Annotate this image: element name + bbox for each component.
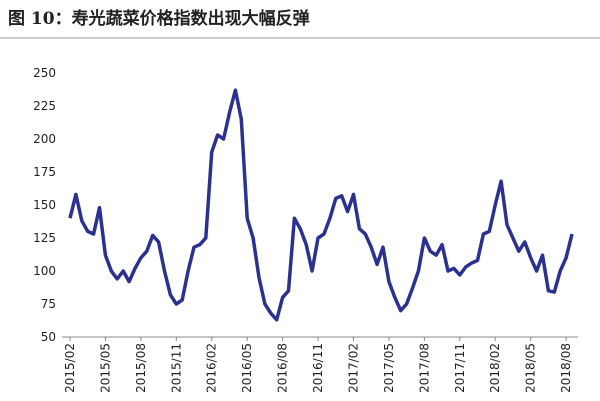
x-tick-label: 2017/05 (382, 343, 396, 393)
x-tick-label: 2015/11 (169, 343, 183, 393)
y-tick-label: 150 (33, 198, 56, 212)
y-tick-label: 250 (33, 66, 56, 80)
x-tick-label: 2016/11 (311, 343, 325, 393)
y-tick-label: 200 (33, 132, 56, 146)
x-tick-label: 2015/08 (134, 343, 148, 393)
x-tick-label: 2015/02 (63, 343, 77, 393)
x-tick-label: 2017/11 (453, 343, 467, 393)
x-tick-label: 2016/08 (276, 343, 290, 393)
y-tick-label: 50 (41, 330, 56, 344)
x-tick-label: 2017/02 (346, 343, 360, 393)
series-line (68, 88, 574, 322)
x-tick-label: 2018/08 (559, 343, 573, 393)
x-tick-label: 2017/08 (417, 343, 431, 393)
x-tick-label: 2015/05 (98, 343, 112, 393)
y-tick-label: 100 (33, 264, 56, 278)
y-tick-label: 125 (33, 231, 56, 245)
y-tick-label: 75 (41, 297, 56, 311)
x-tick-label: 2016/02 (205, 343, 219, 393)
x-tick-label: 2016/05 (240, 343, 254, 393)
y-tick-label: 175 (33, 165, 56, 179)
x-tick-label: 2018/02 (488, 343, 502, 393)
y-tick-label: 225 (33, 99, 56, 113)
chart-title: 图 10：寿光蔬菜价格指数出现大幅反弹 (8, 8, 310, 29)
x-tick-label: 2018/05 (524, 343, 538, 393)
